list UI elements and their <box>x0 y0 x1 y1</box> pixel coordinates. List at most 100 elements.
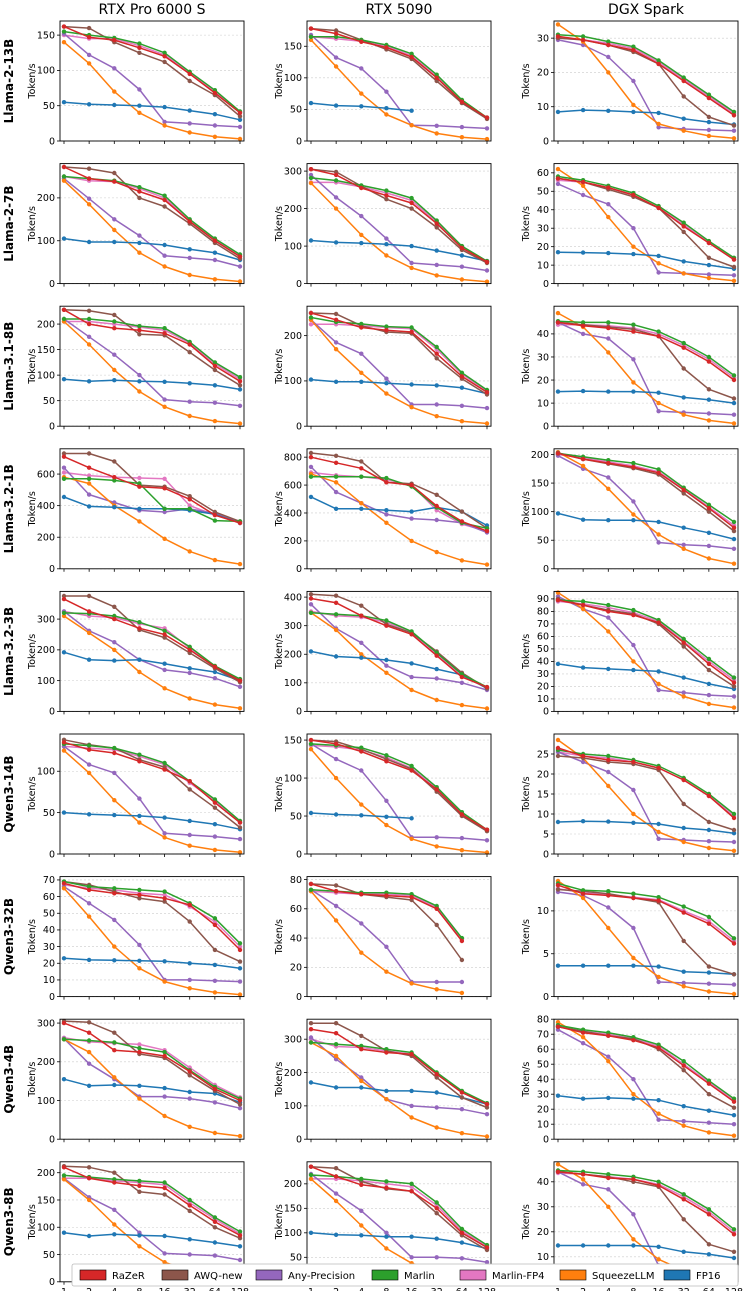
data-point-squeezellm <box>137 669 142 675</box>
data-point-fp16 <box>86 102 92 107</box>
data-point-marlin-fp4 <box>162 476 167 481</box>
data-point-marlin <box>61 29 67 34</box>
data-point-squeezellm <box>333 64 339 69</box>
data-point-razer <box>112 179 117 184</box>
data-point-razer <box>606 460 611 466</box>
data-point-awq-new <box>308 1021 314 1026</box>
data-point-marlin <box>359 745 364 750</box>
data-point-marlin <box>61 316 67 322</box>
data-point-squeezellm <box>459 702 465 708</box>
series-fp16 <box>555 511 737 542</box>
data-point-squeezellm <box>606 350 611 355</box>
data-point-razer <box>384 893 389 898</box>
data-point-awq-new <box>162 635 167 640</box>
series-line-any-precision <box>310 174 488 272</box>
series-squeezellm <box>308 180 490 284</box>
data-point-awq-new <box>112 604 117 609</box>
y-tick-label: 0 <box>296 279 302 290</box>
series-line-marlin <box>310 612 488 688</box>
plot-frame <box>306 448 492 570</box>
data-point-squeezellm <box>212 847 218 853</box>
data-point-marlin <box>112 613 117 619</box>
series-line-awq-new <box>557 321 735 400</box>
data-point-marlin-fp4 <box>308 322 314 327</box>
data-point-squeezellm <box>237 992 243 997</box>
data-point-squeezellm <box>162 123 167 128</box>
y-tick-label: 10 <box>537 809 549 820</box>
data-point-razer <box>409 329 414 335</box>
data-point-fp16 <box>555 1093 561 1098</box>
data-point-squeezellm <box>187 272 192 278</box>
panel-llama-2-13b-rtx-5090: 0 50 100 150 Token/s <box>274 20 492 147</box>
series-any-precision <box>555 889 737 987</box>
y-tick-label: 0 <box>49 279 55 290</box>
series-awq-new <box>61 307 243 388</box>
series-line-razer <box>63 1166 241 1237</box>
data-point-squeezellm <box>237 561 243 567</box>
series-squeezellm <box>61 178 243 284</box>
data-point-squeezellm <box>384 253 389 258</box>
series-squeezellm <box>308 747 490 855</box>
series-line-marlin <box>310 316 488 391</box>
data-point-any-precision <box>359 640 364 645</box>
data-point-awq-new <box>434 78 439 84</box>
series-line-marlin-fp4 <box>310 1038 488 1105</box>
series-line-marlin <box>63 1174 241 1233</box>
y-tick-label: 200 <box>284 1179 302 1190</box>
data-point-razer <box>333 460 339 465</box>
series-fp16 <box>61 956 243 971</box>
data-point-fp16 <box>606 518 611 523</box>
data-point-razer <box>459 99 465 105</box>
data-point-razer <box>61 881 67 886</box>
plot-frame <box>59 590 245 712</box>
series-line-fp16 <box>63 651 241 682</box>
data-point-marlin <box>706 502 712 507</box>
data-point-any-precision <box>459 124 465 130</box>
y-tick-label: 100 <box>284 241 302 252</box>
data-point-squeezellm <box>187 413 192 419</box>
data-point-squeezellm <box>237 279 243 284</box>
data-point-fp16 <box>706 1252 712 1257</box>
data-point-fp16 <box>187 108 192 113</box>
data-point-razer <box>61 1165 67 1170</box>
data-point-any-precision <box>162 397 167 402</box>
y-tick-label: 400 <box>37 501 55 512</box>
data-point-fp16 <box>731 1113 737 1118</box>
x-tick-label: 4 <box>605 1287 611 1291</box>
data-point-squeezellm <box>112 89 117 94</box>
data-point-squeezellm <box>681 694 686 699</box>
data-point-any-precision <box>434 262 439 268</box>
data-point-fp16 <box>86 657 92 662</box>
data-point-any-precision <box>61 465 67 470</box>
data-point-razer <box>162 331 167 336</box>
y-axis-label: Token/s <box>27 634 38 670</box>
data-point-marlin <box>162 889 167 894</box>
y-tick-label: 40 <box>537 329 549 340</box>
legend-label: AWQ-new <box>194 1271 243 1282</box>
data-point-razer <box>61 596 67 602</box>
y-tick-label: 0 <box>49 1277 55 1288</box>
data-point-any-precision <box>86 492 92 497</box>
y-tick-label: 10 <box>537 694 549 705</box>
data-point-squeezellm <box>308 37 314 43</box>
data-point-fp16 <box>656 253 661 259</box>
data-point-razer <box>359 39 364 44</box>
y-tick-label: 20 <box>537 375 549 386</box>
data-point-awq-new <box>706 114 712 120</box>
data-point-any-precision <box>112 1207 117 1213</box>
data-point-any-precision <box>212 676 218 681</box>
data-point-marlin <box>384 1047 389 1052</box>
data-point-squeezellm <box>459 1131 465 1136</box>
x-tick-label: 32 <box>184 1287 196 1291</box>
data-point-fp16 <box>162 661 167 666</box>
y-tick-label: 0 <box>49 422 55 433</box>
y-axis-label: Token/s <box>274 634 285 670</box>
series-line-any-precision <box>310 319 488 409</box>
data-point-marlin <box>162 326 167 331</box>
data-point-marlin <box>706 914 712 920</box>
series-any-precision <box>308 317 490 411</box>
series-any-precision <box>308 172 490 273</box>
data-point-fp16 <box>308 810 314 816</box>
data-point-fp16 <box>112 239 117 245</box>
